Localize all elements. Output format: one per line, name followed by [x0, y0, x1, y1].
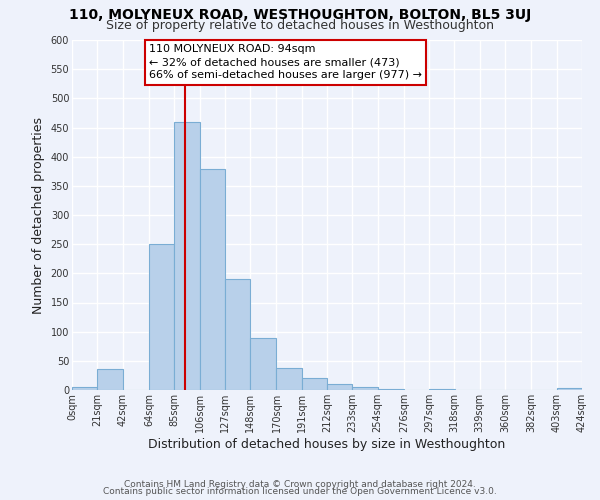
Text: Size of property relative to detached houses in Westhoughton: Size of property relative to detached ho…	[106, 18, 494, 32]
Bar	[557, 388, 582, 390]
Bar	[72, 387, 97, 390]
Bar	[377, 389, 404, 390]
Bar	[149, 244, 174, 390]
Bar	[199, 169, 225, 390]
X-axis label: Distribution of detached houses by size in Westhoughton: Distribution of detached houses by size …	[148, 438, 506, 450]
Text: 110 MOLYNEUX ROAD: 94sqm
← 32% of detached houses are smaller (473)
66% of semi-: 110 MOLYNEUX ROAD: 94sqm ← 32% of detach…	[149, 44, 422, 80]
Bar	[277, 368, 302, 390]
Bar	[302, 378, 327, 390]
Bar	[250, 338, 277, 390]
Bar	[174, 122, 199, 390]
Bar	[352, 386, 377, 390]
Y-axis label: Number of detached properties: Number of detached properties	[32, 116, 45, 314]
Text: Contains public sector information licensed under the Open Government Licence v3: Contains public sector information licen…	[103, 487, 497, 496]
Bar	[225, 279, 250, 390]
Text: Contains HM Land Registry data © Crown copyright and database right 2024.: Contains HM Land Registry data © Crown c…	[124, 480, 476, 489]
Bar	[97, 369, 122, 390]
Bar	[327, 384, 352, 390]
Text: 110, MOLYNEUX ROAD, WESTHOUGHTON, BOLTON, BL5 3UJ: 110, MOLYNEUX ROAD, WESTHOUGHTON, BOLTON…	[69, 8, 531, 22]
